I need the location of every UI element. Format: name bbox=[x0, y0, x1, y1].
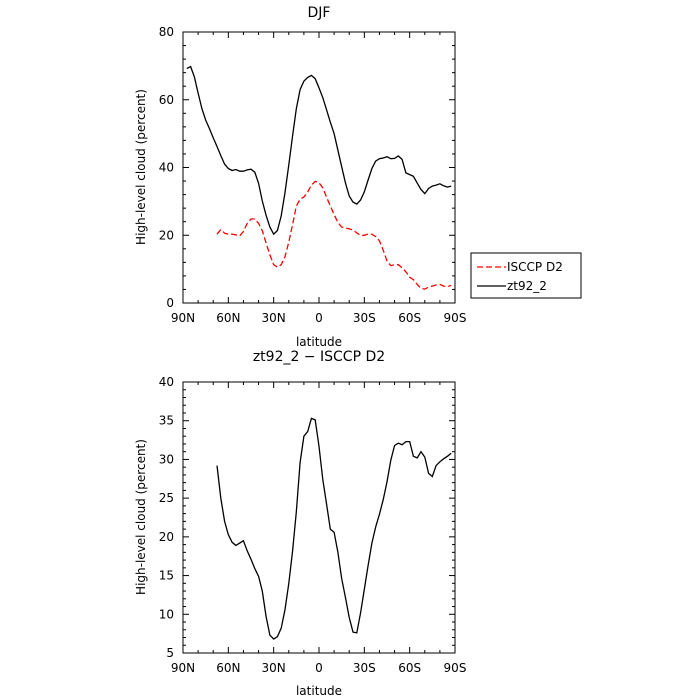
bottom-x-tick-label: 0 bbox=[315, 661, 323, 675]
top-y-axis-label: High-level cloud (percent) bbox=[134, 89, 148, 245]
legend-box bbox=[470, 252, 582, 299]
top-x-tick-labels: 90N 60N 30N 0 30S 60S 90S bbox=[171, 311, 467, 325]
panel-top: DJF 0 20 40 60 80 90N 60N 30N 0 30S 60S 90S latitu… bbox=[134, 5, 582, 349]
legend-label-isccp: ISCCP D2 bbox=[507, 260, 563, 274]
top-y-tick-label: 20 bbox=[159, 228, 174, 242]
top-x-tick-label: 60S bbox=[398, 311, 421, 325]
bottom-y-tick-label: 40 bbox=[159, 375, 174, 389]
top-plot-frame bbox=[182, 31, 456, 304]
bottom-series bbox=[216, 417, 452, 640]
top-y-tick-label: 0 bbox=[166, 296, 174, 310]
legend-label-zt92: zt92_2 bbox=[507, 279, 547, 293]
top-x-tick-label: 30N bbox=[262, 311, 286, 325]
top-grid-ticks bbox=[182, 31, 456, 304]
bottom-series-difference-line bbox=[216, 417, 452, 640]
bottom-plot-frame bbox=[182, 381, 456, 654]
legend: ISCCP D2 zt92_2 bbox=[470, 252, 582, 299]
top-x-tick-label: 0 bbox=[315, 311, 323, 325]
bottom-y-tick-label: 35 bbox=[159, 414, 174, 428]
bottom-x-tick-label: 90N bbox=[171, 661, 195, 675]
bottom-y-tick-label: 30 bbox=[159, 452, 174, 466]
bottom-x-tick-label: 60N bbox=[216, 661, 240, 675]
top-y-tick-label: 40 bbox=[159, 161, 174, 175]
top-series bbox=[186, 65, 452, 290]
top-x-tick-label: 30S bbox=[353, 311, 376, 325]
bottom-x-axis-label: latitude bbox=[296, 684, 342, 698]
top-x-tick-label: 90N bbox=[171, 311, 195, 325]
bottom-y-tick-label: 25 bbox=[159, 491, 174, 505]
panel-bottom: zt92_2 − ISCCP D2 5 10 15 20 25 30 35 40 90N 60N… bbox=[134, 349, 466, 698]
bottom-y-tick-label: 15 bbox=[159, 569, 174, 583]
top-x-axis-label: latitude bbox=[296, 335, 342, 349]
top-series-zt92-2-line bbox=[186, 65, 452, 236]
bottom-x-tick-label: 30N bbox=[262, 661, 286, 675]
bottom-y-tick-label: 5 bbox=[166, 646, 174, 660]
bottom-y-tick-label: 20 bbox=[159, 530, 174, 544]
top-y-tick-label: 80 bbox=[159, 25, 174, 39]
bottom-x-tick-labels: 90N 60N 30N 0 30S 60S 90S bbox=[171, 661, 467, 675]
top-y-tick-label: 60 bbox=[159, 93, 174, 107]
top-x-tick-label: 90S bbox=[444, 311, 467, 325]
bottom-y-tick-label: 10 bbox=[159, 607, 174, 621]
top-series-isccp-d2-line bbox=[216, 180, 452, 290]
top-y-tick-labels: 0 20 40 60 80 bbox=[159, 25, 174, 310]
bottom-x-tick-label: 30S bbox=[353, 661, 376, 675]
top-chart-title: DJF bbox=[308, 5, 331, 21]
bottom-x-tick-label: 60S bbox=[398, 661, 421, 675]
bottom-x-tick-label: 90S bbox=[444, 661, 467, 675]
bottom-chart-title: zt92_2 − ISCCP D2 bbox=[253, 349, 385, 365]
top-x-tick-label: 60N bbox=[216, 311, 240, 325]
bottom-y-axis-label: High-level cloud (percent) bbox=[134, 439, 148, 595]
bottom-y-tick-labels: 5 10 15 20 25 30 35 40 bbox=[159, 375, 174, 660]
